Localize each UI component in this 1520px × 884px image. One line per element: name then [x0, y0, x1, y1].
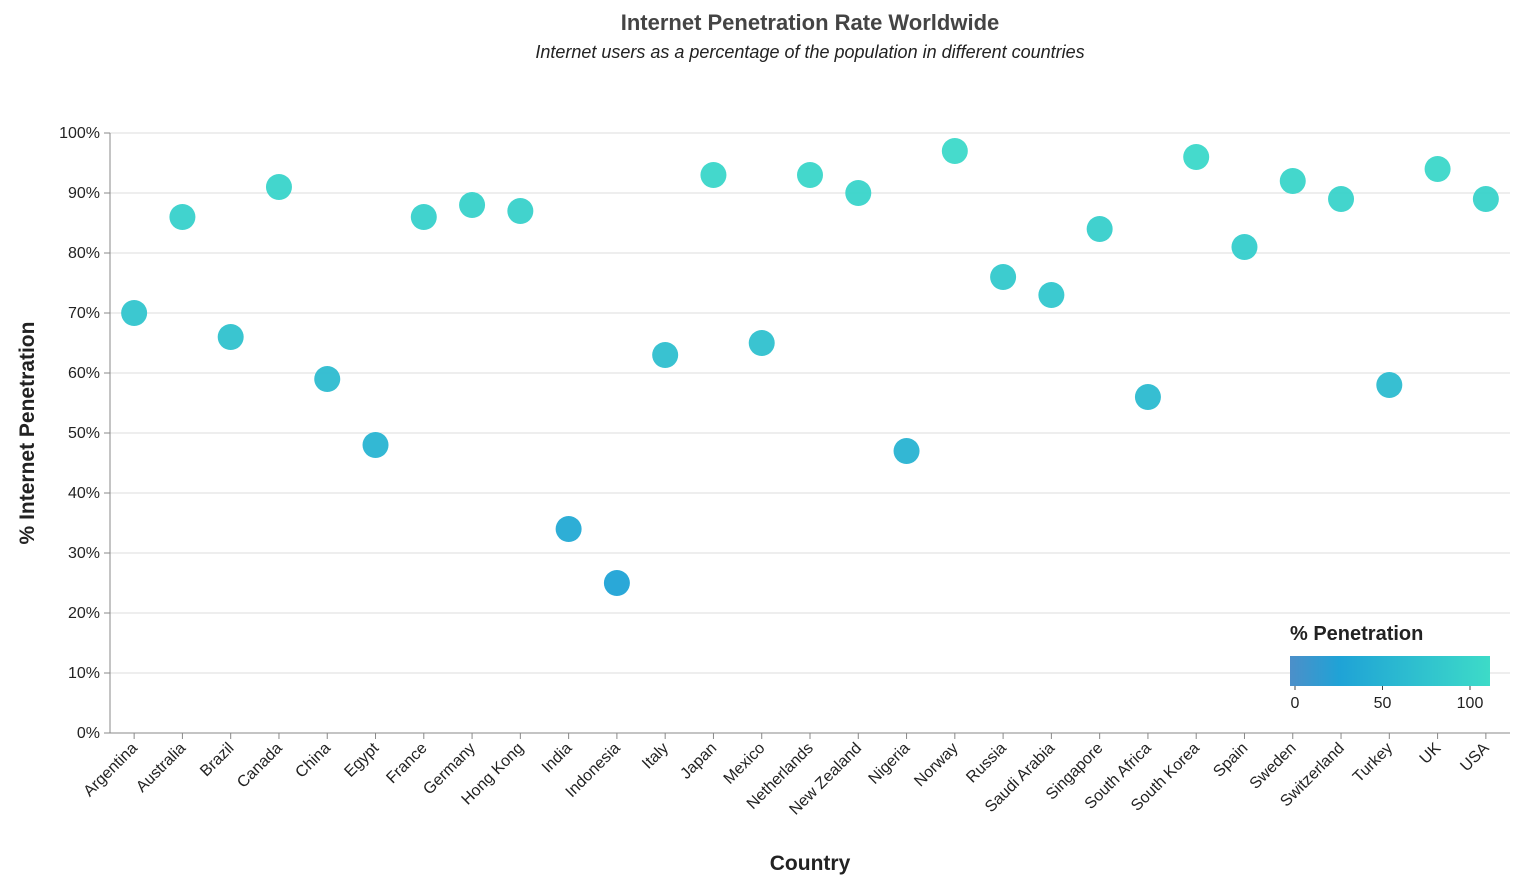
- x-tick-label: Nigeria: [866, 740, 914, 788]
- legend-ticks: 0 50 100: [1291, 686, 1484, 712]
- data-point: [410, 204, 437, 230]
- x-tick-label: China: [292, 740, 334, 782]
- legend-tick-label: 50: [1374, 695, 1392, 712]
- data-point: [1231, 234, 1258, 260]
- x-tick-label: Turkey: [1350, 740, 1396, 786]
- y-tick-label: 100%: [59, 125, 100, 142]
- data-point: [459, 192, 486, 218]
- data-point: [1086, 216, 1113, 242]
- chart-subtitle: Internet users as a percentage of the po…: [535, 42, 1084, 62]
- x-tick-label: UK: [1417, 740, 1445, 768]
- data-point: [990, 264, 1017, 290]
- data-point: [1038, 282, 1065, 308]
- x-tick-label: India: [539, 740, 576, 777]
- gridlines: [110, 132, 1510, 734]
- y-tick-label: 70%: [68, 305, 100, 322]
- data-points: [121, 138, 1499, 596]
- y-tick-label: 10%: [68, 665, 100, 682]
- x-tick-label: Russia: [963, 740, 1010, 787]
- y-tick-label: 0%: [77, 725, 100, 742]
- data-point: [1183, 144, 1210, 170]
- data-point: [893, 438, 920, 464]
- legend-title: % Penetration: [1290, 623, 1423, 645]
- data-point: [845, 180, 872, 206]
- data-point: [1328, 186, 1355, 212]
- data-point: [217, 324, 244, 350]
- y-tick-label: 50%: [68, 425, 100, 442]
- data-point: [362, 432, 389, 458]
- data-point: [603, 570, 630, 596]
- data-point: [700, 162, 727, 188]
- data-point: [652, 342, 679, 368]
- data-point: [169, 204, 196, 230]
- legend-tick-label: 0: [1291, 695, 1300, 712]
- data-point: [1134, 384, 1161, 410]
- x-axis-title: Country: [770, 852, 851, 875]
- axes: 0% 10% 20% 30% 40% 50% 60% 70% 80% 90% 100% Argenti…: [59, 125, 1510, 818]
- legend-tick-label: 100: [1457, 695, 1484, 712]
- x-tick-label: Argentina: [81, 740, 142, 801]
- data-point: [1472, 186, 1499, 212]
- y-tick-label: 60%: [68, 365, 100, 382]
- y-tick-label: 40%: [68, 485, 100, 502]
- x-tick-label: Norway: [911, 740, 961, 790]
- x-tick-label: France: [383, 740, 430, 787]
- data-point: [797, 162, 823, 188]
- x-tick-label: Canada: [234, 740, 286, 792]
- x-tick-label: Brazil: [197, 740, 237, 780]
- x-tick-label: Italy: [639, 740, 672, 773]
- chart-title: Internet Penetration Rate Worldwide: [621, 10, 1000, 35]
- x-tick-label: Egypt: [341, 739, 382, 780]
- data-point: [1279, 168, 1306, 194]
- data-point: [555, 516, 582, 542]
- y-axis-title: % Internet Penetration: [16, 322, 39, 545]
- y-tick-label: 90%: [68, 185, 100, 202]
- y-tick-label: 80%: [68, 245, 100, 262]
- y-tick-label: 30%: [68, 545, 100, 562]
- data-point: [748, 330, 775, 356]
- x-tick-label: Australia: [133, 740, 189, 796]
- data-point: [265, 174, 292, 200]
- data-point: [507, 198, 534, 224]
- x-tick-label: Spain: [1210, 740, 1251, 781]
- color-legend: % Penetration 0 50 100: [1290, 623, 1490, 712]
- x-tick-label: USA: [1457, 740, 1493, 776]
- x-tick-label: Japan: [677, 740, 720, 783]
- data-point: [1376, 372, 1403, 398]
- x-tick-label: Mexico: [721, 740, 769, 788]
- data-point: [121, 300, 148, 326]
- y-tick-label: 20%: [68, 605, 100, 622]
- data-point: [1424, 156, 1451, 182]
- legend-gradient-bar: [1290, 656, 1490, 686]
- data-point: [314, 366, 341, 392]
- data-point: [941, 138, 968, 164]
